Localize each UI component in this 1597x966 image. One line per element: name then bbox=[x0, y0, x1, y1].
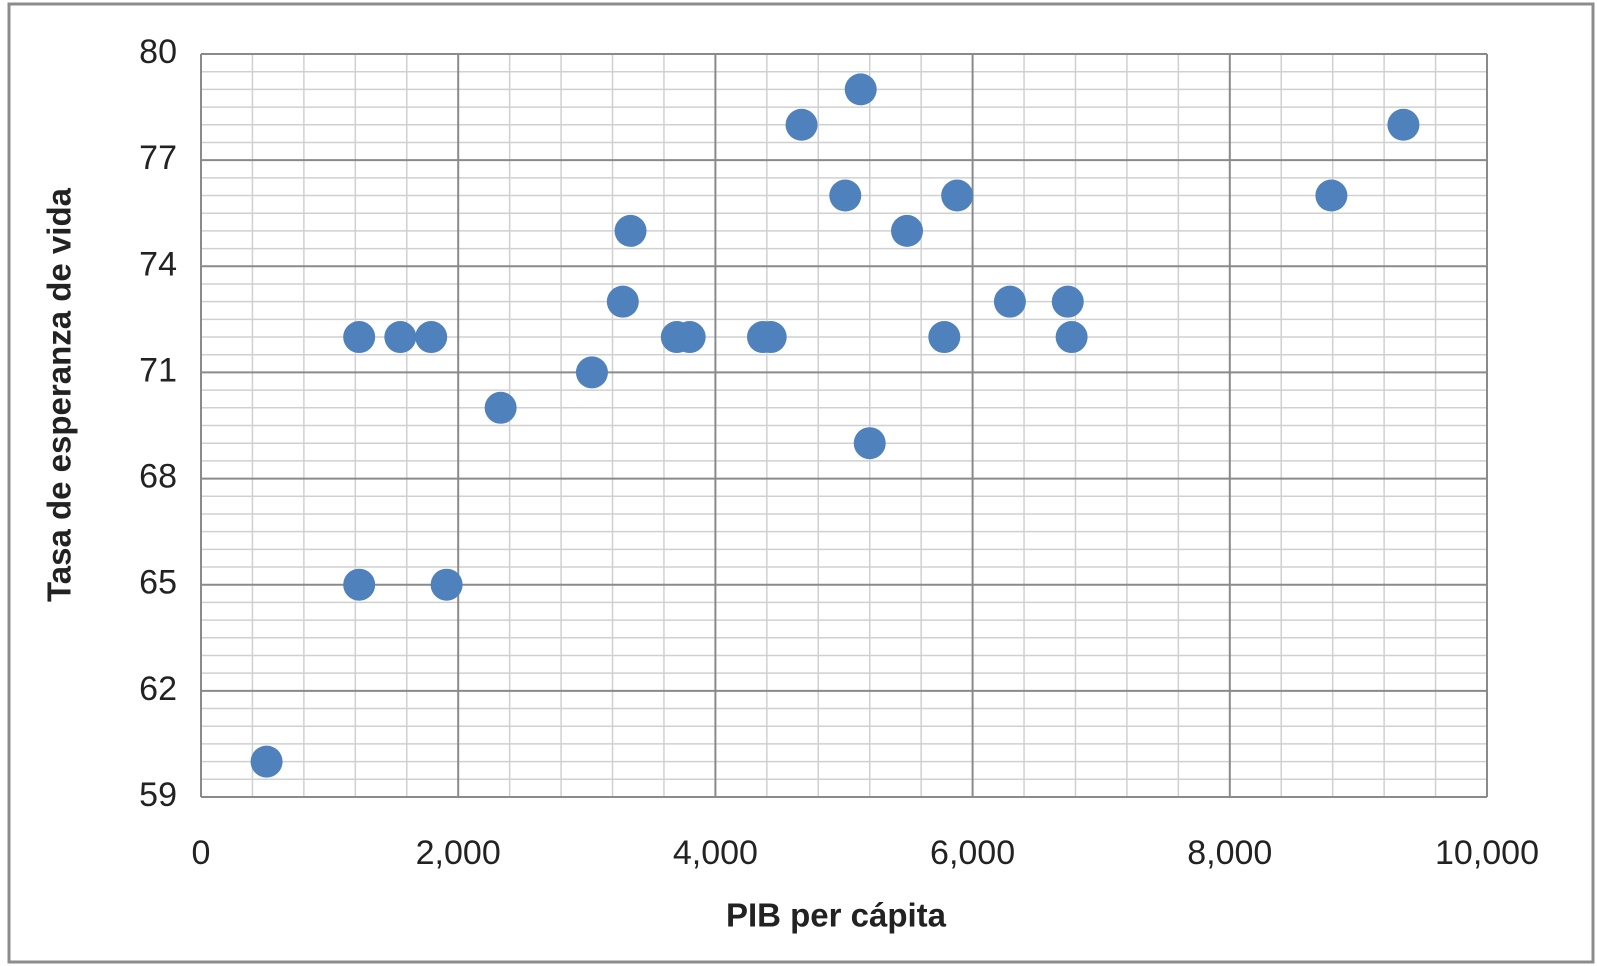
x-tick-label: 2,000 bbox=[416, 834, 501, 872]
scatter-point bbox=[941, 179, 974, 212]
scatter-point bbox=[606, 285, 639, 318]
y-tick-label: 74 bbox=[139, 245, 177, 283]
x-tick-label: 8,000 bbox=[1187, 834, 1272, 872]
chart-frame bbox=[7, 2, 1595, 964]
scatter-point bbox=[484, 391, 517, 424]
scatter-point bbox=[844, 73, 877, 106]
scatter-point bbox=[575, 356, 608, 389]
y-axis-title: Tasa de esperanza de vida bbox=[41, 187, 78, 602]
x-tick-label: 6,000 bbox=[930, 834, 1015, 872]
scatter-point bbox=[384, 321, 417, 354]
y-tick-label: 77 bbox=[139, 139, 177, 177]
scatter-point bbox=[829, 179, 862, 212]
scatter-point bbox=[343, 321, 376, 354]
scatter-point bbox=[343, 568, 376, 601]
y-tick-label: 65 bbox=[139, 564, 177, 602]
y-tick-label: 62 bbox=[139, 670, 177, 708]
y-tick-label: 68 bbox=[139, 458, 177, 496]
scatter-point bbox=[928, 321, 961, 354]
scatter-point bbox=[1051, 285, 1084, 318]
scatter-point bbox=[250, 745, 283, 778]
y-tick-label: 59 bbox=[139, 776, 177, 814]
scatter-point bbox=[993, 285, 1026, 318]
y-tick-label: 80 bbox=[139, 33, 177, 71]
scatter-point bbox=[785, 108, 818, 141]
scatter-point bbox=[754, 321, 787, 354]
y-tick-label: 71 bbox=[139, 351, 177, 389]
scatter-point bbox=[415, 321, 448, 354]
scatter-point bbox=[1387, 108, 1420, 141]
scatter-point bbox=[853, 427, 886, 460]
x-tick-label: 0 bbox=[192, 834, 211, 872]
scatter-point bbox=[673, 321, 706, 354]
scatter-point bbox=[891, 214, 924, 247]
scatter-point bbox=[1055, 321, 1088, 354]
scatter-point bbox=[1315, 179, 1348, 212]
scatter-point bbox=[614, 214, 647, 247]
x-axis-title: PIB per cápita bbox=[726, 897, 947, 934]
x-tick-label: 4,000 bbox=[673, 834, 758, 872]
scatter-point bbox=[430, 568, 463, 601]
x-tick-label: 10,000 bbox=[1435, 834, 1539, 872]
